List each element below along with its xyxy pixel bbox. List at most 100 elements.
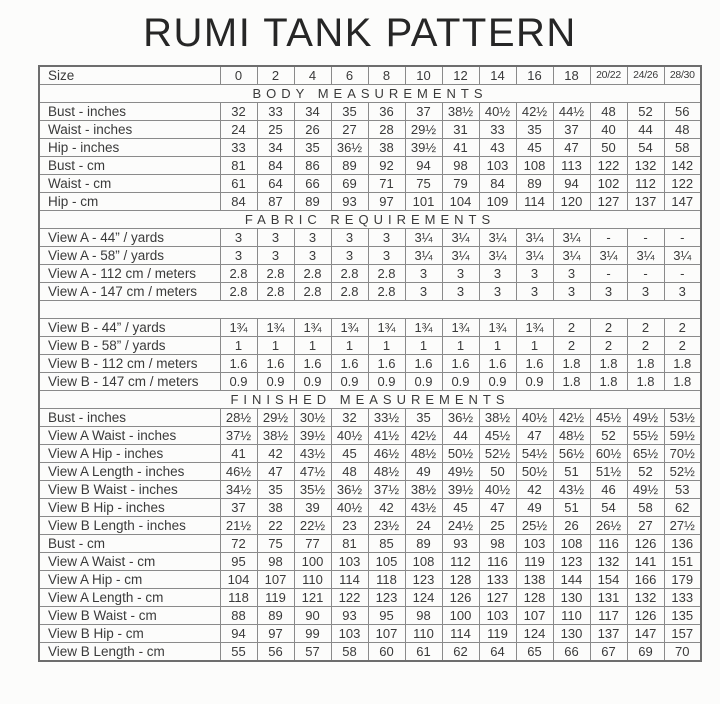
value-cell: 53½	[663, 408, 702, 427]
value-cell: 3¼	[441, 228, 480, 247]
value-cell: 3	[256, 228, 295, 247]
size-chart-table: Size 0 2 4 6 8 10 12 14 16 18 20/22 24/2…	[38, 65, 702, 662]
value-cell: 27½	[663, 516, 702, 535]
row-label: Bust - inches	[38, 102, 221, 121]
value-cell: 47½	[293, 462, 332, 481]
value-cell: 52	[626, 462, 665, 481]
table-row: Bust - cm 81 84 86 89 92 94 98 103 108 113 122 132 14…	[38, 156, 702, 175]
value-cell: 3	[626, 282, 665, 301]
row-label: View B Length - inches	[38, 516, 221, 535]
section-heading-row: FABRIC REQUIREMENTS	[38, 210, 702, 229]
value-cell: 3¼	[404, 228, 443, 247]
value-cell: 118	[219, 588, 258, 607]
value-cell: 1¾	[293, 318, 332, 337]
value-cell: 84	[256, 156, 295, 175]
value-cell: 40½	[478, 102, 517, 121]
value-cell: 2	[589, 318, 628, 337]
value-cell: 32	[330, 408, 369, 427]
value-cell: 133	[663, 588, 702, 607]
value-cell: 43½	[552, 480, 591, 499]
value-cell: 123	[367, 588, 406, 607]
size-col-header: 10	[404, 65, 443, 85]
value-cell: 3¼	[552, 228, 591, 247]
value-cell: 3	[552, 282, 591, 301]
value-cell: 89	[293, 192, 332, 211]
value-cell: -	[589, 228, 628, 247]
value-cell: 99	[293, 624, 332, 643]
value-cell: 109	[478, 192, 517, 211]
value-cell: 51	[552, 462, 591, 481]
value-cell: 88	[219, 606, 258, 625]
value-cell: 105	[367, 552, 406, 571]
value-cell: 103	[330, 552, 369, 571]
value-cell: 123	[404, 570, 443, 589]
value-cell: 123	[552, 552, 591, 571]
value-cell: 135	[663, 606, 702, 625]
row-label: View A Hip - inches	[38, 444, 221, 463]
value-cell: 101	[404, 192, 443, 211]
value-cell: 48	[589, 102, 628, 121]
value-cell: 0.9	[404, 372, 443, 391]
table-row: View A Length - inches 46½ 47 47½ 48 48½ 49 49½…	[38, 462, 702, 481]
value-cell: 24½	[441, 516, 480, 535]
value-cell: 38½	[256, 426, 295, 445]
value-cell: 50	[589, 138, 628, 157]
value-cell: 95	[367, 606, 406, 625]
row-label: Bust - cm	[38, 534, 221, 553]
row-label: View A Hip - cm	[38, 570, 221, 589]
value-cell: 3	[478, 282, 517, 301]
table-row: Hip - inches 33 34 35 36½ 38 39½ 41 43 45 47 50 54 58	[38, 138, 702, 157]
value-cell: 39	[293, 498, 332, 517]
value-cell: 41½	[367, 426, 406, 445]
value-cell: 1.6	[293, 354, 332, 373]
value-cell: 71	[367, 174, 406, 193]
value-cell: 53	[663, 480, 702, 499]
value-cell: 97	[367, 192, 406, 211]
value-cell: 45	[441, 498, 480, 517]
value-cell: 86	[293, 156, 332, 175]
value-cell: 93	[441, 534, 480, 553]
value-cell: 45½	[589, 408, 628, 427]
value-cell: 124	[404, 588, 443, 607]
value-cell: 97	[256, 624, 295, 643]
value-cell: 81	[219, 156, 258, 175]
value-cell: 93	[330, 606, 369, 625]
value-cell: 3	[256, 246, 295, 265]
table-row: Bust - inches 28½ 29½ 30½ 32 33½ 35 36½ 38½ 40½ 42…	[38, 408, 702, 427]
value-cell: 40½	[515, 408, 554, 427]
value-cell: 57	[293, 642, 332, 662]
value-cell: 35	[256, 480, 295, 499]
value-cell: 108	[552, 534, 591, 553]
value-cell: 154	[589, 570, 628, 589]
value-cell: 38½	[441, 102, 480, 121]
value-cell: 124	[515, 624, 554, 643]
value-cell: 60	[367, 642, 406, 662]
row-label: View B - 58” / yards	[38, 336, 221, 355]
value-cell: 56½	[552, 444, 591, 463]
value-cell: 147	[663, 192, 702, 211]
value-cell: 1¾	[367, 318, 406, 337]
value-cell: 33½	[367, 408, 406, 427]
value-cell: 51½	[589, 462, 628, 481]
value-cell: 45½	[478, 426, 517, 445]
value-cell: 35	[515, 120, 554, 139]
value-cell: 121	[293, 588, 332, 607]
value-cell: 56	[256, 642, 295, 662]
value-cell: 3¼	[478, 246, 517, 265]
row-label: Bust - inches	[38, 408, 221, 427]
value-cell: 46½	[367, 444, 406, 463]
value-cell: 100	[293, 552, 332, 571]
value-cell: 127	[478, 588, 517, 607]
value-cell: 26	[552, 516, 591, 535]
value-cell: 103	[330, 624, 369, 643]
value-cell: 98	[256, 552, 295, 571]
value-cell: 138	[515, 570, 554, 589]
value-cell: 28	[367, 120, 406, 139]
size-col-header: 12	[441, 65, 480, 85]
value-cell: 31	[441, 120, 480, 139]
value-cell: 0.9	[367, 372, 406, 391]
value-cell: 3	[589, 282, 628, 301]
value-cell: 65½	[626, 444, 665, 463]
size-col-header: 4	[293, 65, 332, 85]
value-cell: 38½	[478, 408, 517, 427]
